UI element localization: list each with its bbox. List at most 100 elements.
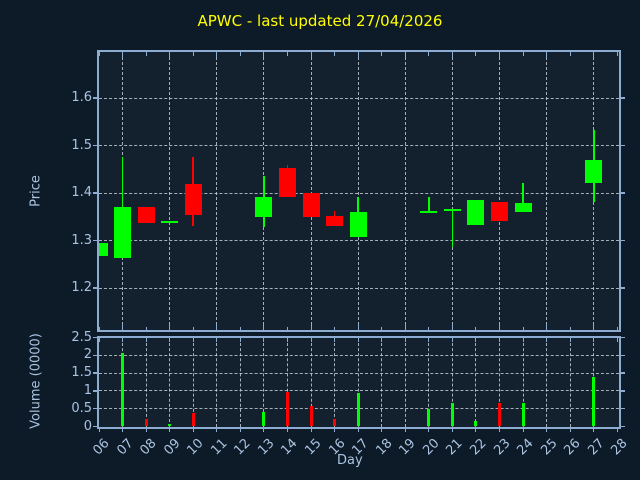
volume-gridline-v [428, 338, 430, 427]
axis-tick [263, 52, 265, 58]
axis-tick [93, 354, 99, 357]
axis-tick [404, 52, 406, 58]
axis-tick [593, 427, 595, 432]
axis-tick [546, 324, 548, 330]
volume-gridline-v [334, 338, 336, 427]
axis-tick [145, 326, 147, 330]
price-gridline-h [99, 287, 619, 289]
volume-tick-label: 0 [83, 418, 92, 434]
axis-tick [593, 338, 595, 342]
candle-body [255, 197, 273, 218]
day-tick-label: 18 [373, 436, 396, 459]
axis-tick [569, 52, 571, 56]
price-gridline-v [357, 52, 359, 330]
chart-title: APWC - last updated 27/04/2026 [197, 12, 443, 30]
axis-tick [93, 336, 99, 339]
axis-tick [239, 326, 241, 330]
volume-gridline-v [192, 338, 194, 427]
axis-tick [499, 427, 501, 432]
day-tick-label: 10 [184, 436, 207, 459]
axis-tick [404, 427, 406, 432]
axis-tick [619, 239, 625, 242]
axis-tick [451, 338, 453, 342]
axis-tick [145, 427, 147, 432]
axis-tick [619, 192, 625, 194]
axis-tick [619, 390, 625, 392]
axis-tick [99, 338, 100, 342]
axis-tick [122, 338, 124, 342]
axis-tick [428, 427, 430, 432]
volume-bar [285, 391, 289, 427]
volume-bar [498, 403, 502, 427]
axis-tick [357, 52, 359, 58]
axis-tick [522, 338, 524, 342]
price-tick-label: 1.2 [71, 280, 92, 295]
axis-tick [216, 338, 218, 342]
axis-tick [93, 372, 99, 374]
axis-tick [98, 427, 100, 432]
axis-tick [93, 192, 99, 194]
volume-plot-area [97, 336, 621, 429]
candle-body [184, 183, 202, 215]
day-tick-label: 07 [113, 436, 137, 459]
candle-body [467, 199, 485, 226]
axis-tick [475, 427, 477, 432]
volume-bar [309, 405, 313, 427]
axis-tick [475, 52, 477, 56]
axis-tick [451, 427, 453, 432]
axis-tick [93, 390, 99, 392]
day-tick-label: 22 [467, 436, 490, 459]
axis-tick [334, 52, 336, 56]
price-gridline-v [451, 52, 453, 330]
axis-tick [192, 427, 194, 432]
axis-tick [310, 52, 312, 58]
axis-tick [216, 427, 218, 432]
volume-tick-label: 1 [83, 382, 92, 398]
volume-bar [427, 409, 431, 427]
axis-tick [381, 338, 383, 342]
axis-tick [216, 324, 218, 330]
day-tick-label: 21 [443, 436, 466, 459]
axis-tick [263, 324, 265, 330]
axis-tick [428, 338, 430, 342]
axis-tick [616, 338, 618, 342]
volume-gridline-v [357, 338, 359, 427]
volume-gridline-v [145, 338, 147, 427]
volume-gridline-v [286, 338, 288, 427]
candle-body [99, 243, 108, 257]
axis-tick [619, 336, 625, 339]
price-gridline-v [404, 52, 406, 330]
axis-tick [428, 326, 430, 330]
candle-body [114, 206, 132, 259]
candle-body [278, 167, 296, 198]
doji-line [161, 220, 179, 223]
axis-tick [451, 52, 453, 58]
day-tick-label: 23 [490, 436, 514, 459]
axis-tick [263, 338, 265, 342]
axis-tick [522, 326, 524, 330]
axis-tick [334, 326, 336, 330]
volume-gridline-v [475, 338, 477, 427]
price-gridline-v [216, 52, 218, 330]
axis-tick [192, 338, 194, 342]
axis-tick [522, 427, 524, 432]
candle-wick [522, 182, 524, 213]
axis-tick [475, 326, 477, 330]
price-tick-label: 1.5 [71, 137, 92, 153]
axis-tick [93, 287, 99, 289]
axis-tick [569, 427, 571, 432]
day-axis-label: Day [337, 453, 363, 468]
axis-tick [216, 52, 218, 58]
axis-tick [122, 324, 124, 330]
axis-tick [192, 52, 194, 56]
axis-tick [475, 338, 477, 342]
axis-tick [619, 425, 625, 428]
axis-tick [381, 52, 383, 56]
volume-tick-label: 2 [83, 347, 92, 363]
volume-bar [262, 411, 266, 427]
axis-tick [93, 425, 99, 428]
axis-tick [99, 326, 100, 330]
day-tick-label: 12 [231, 436, 254, 459]
price-gridline-v [310, 52, 312, 330]
axis-tick [616, 326, 618, 330]
